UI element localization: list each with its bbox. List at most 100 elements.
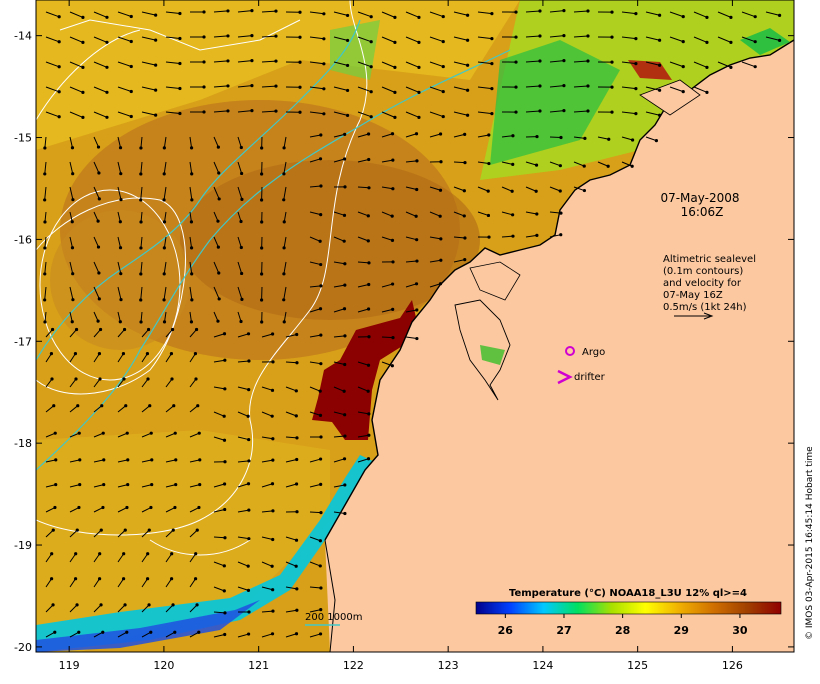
velocity-arrow-head: [98, 577, 101, 580]
velocity-arrow-head: [196, 404, 199, 407]
velocity-arrow-head: [487, 133, 490, 136]
velocity-arrow-head: [282, 172, 285, 175]
velocity-arrow-head: [174, 458, 177, 461]
y-tick-label: -16: [14, 233, 32, 246]
velocity-arrow-head: [190, 220, 193, 223]
velocity-arrow-head: [463, 133, 466, 136]
velocity-arrow-head: [511, 235, 514, 238]
velocity-arrow-head: [194, 577, 197, 580]
velocity-arrow-head: [260, 172, 263, 175]
velocity-arrow-head: [122, 552, 125, 555]
velocity-arrow-head: [487, 235, 490, 238]
velocity-arrow-head: [74, 552, 77, 555]
velocity-arrow-head: [146, 577, 149, 580]
velocity-arrow-head: [343, 240, 346, 243]
velocity-arrow-head: [217, 145, 220, 148]
velocity-arrow-head: [393, 91, 396, 94]
velocity-arrow-head: [511, 134, 514, 137]
velocity-arrow-head: [586, 9, 589, 12]
velocity-arrow-head: [343, 434, 346, 437]
velocity-arrow-head: [658, 39, 661, 42]
velocity-arrow-head: [367, 364, 370, 367]
velocity-arrow-head: [367, 239, 370, 242]
velocity-arrow-head: [511, 190, 514, 193]
velocity-arrow-head: [43, 198, 46, 201]
velocity-arrow-head: [163, 220, 166, 223]
velocity-arrow-head: [122, 352, 125, 355]
velocity-arrow-head: [729, 41, 732, 44]
velocity-arrow-head: [729, 16, 732, 19]
velocity-arrow-head: [466, 114, 469, 117]
velocity-arrow-head: [562, 59, 565, 62]
velocity-arrow-head: [58, 40, 61, 43]
velocity-arrow-head: [172, 529, 175, 532]
velocity-arrow: [310, 512, 321, 513]
velocity-arrow-head: [240, 298, 243, 301]
velocity-arrow-head: [514, 110, 517, 113]
velocity-arrow-head: [319, 184, 322, 187]
velocity-arrow-head: [99, 328, 102, 331]
velocity-arrow-head: [583, 164, 586, 167]
velocity-arrow-head: [53, 506, 56, 509]
velocity-arrow-head: [322, 37, 325, 40]
velocity-arrow-head: [226, 84, 229, 87]
velocity-arrow-head: [415, 132, 418, 135]
velocity-arrow-head: [247, 537, 250, 540]
velocity-arrow-head: [487, 190, 490, 193]
velocity-arrow-head: [58, 15, 61, 18]
velocity-arrow-head: [78, 458, 81, 461]
velocity-arrow-head: [148, 529, 151, 532]
velocity-arrow-head: [190, 198, 193, 201]
velocity-arrow-head: [298, 36, 301, 39]
velocity-arrow-head: [125, 506, 128, 509]
velocity-arrow-head: [154, 39, 157, 42]
velocity-arrow-head: [393, 41, 396, 44]
velocity-arrow-head: [96, 220, 99, 223]
velocity-arrow-head: [586, 84, 589, 87]
velocity-arrow-head: [370, 40, 373, 43]
velocity-arrow-head: [154, 64, 157, 67]
velocity-arrow-head: [319, 435, 322, 438]
velocity-arrow-head: [415, 215, 418, 218]
velocity-arrow-head: [202, 35, 205, 38]
velocity-arrow-head: [271, 509, 274, 512]
velocity-arrow-head: [178, 87, 181, 90]
velocity-arrow-head: [105, 66, 108, 69]
velocity-arrow-head: [274, 34, 277, 37]
velocity-arrow-head: [346, 39, 349, 42]
velocity-arrow-head: [514, 10, 517, 13]
velocity-arrow-head: [391, 282, 394, 285]
velocity-arrow-head: [466, 89, 469, 92]
velocity-arrow-head: [202, 60, 205, 63]
velocity-arrow-head: [607, 165, 610, 168]
velocity-arrow-head: [295, 482, 298, 485]
velocity-arrow-head: [393, 16, 396, 19]
velocity-arrow-head: [51, 328, 54, 331]
velocity-arrow-head: [319, 457, 322, 460]
velocity-arrow-head: [163, 272, 166, 275]
velocity-arrow-head: [81, 41, 84, 44]
velocity-arrow-head: [194, 552, 197, 555]
velocity-arrow-head: [367, 261, 370, 264]
velocity-arrow-head: [50, 577, 53, 580]
velocity-arrow-head: [295, 609, 298, 612]
velocity-arrow-head: [607, 138, 610, 141]
velocity-arrow-head: [190, 146, 193, 149]
velocity-arrow-head: [226, 34, 229, 37]
velocity-arrow-head: [610, 111, 613, 114]
colorbar-tick-label: 28: [615, 624, 630, 637]
velocity-arrow-head: [514, 60, 517, 63]
velocity-arrow-head: [466, 64, 469, 67]
velocity-arrow-head: [367, 457, 370, 460]
velocity-arrow-head: [282, 146, 285, 149]
velocity-arrow-head: [298, 86, 301, 89]
velocity-arrow-head: [610, 61, 613, 64]
velocity-arrow-head: [370, 115, 373, 118]
velocity-arrow-head: [139, 198, 142, 201]
altimetry-line-3: and velocity for: [663, 278, 742, 289]
velocity-arrow-head: [247, 632, 250, 635]
velocity-arrow-head: [343, 457, 346, 460]
velocity-arrow-head: [130, 40, 133, 43]
velocity-arrow-head: [146, 377, 149, 380]
velocity-arrow-head: [610, 11, 613, 14]
